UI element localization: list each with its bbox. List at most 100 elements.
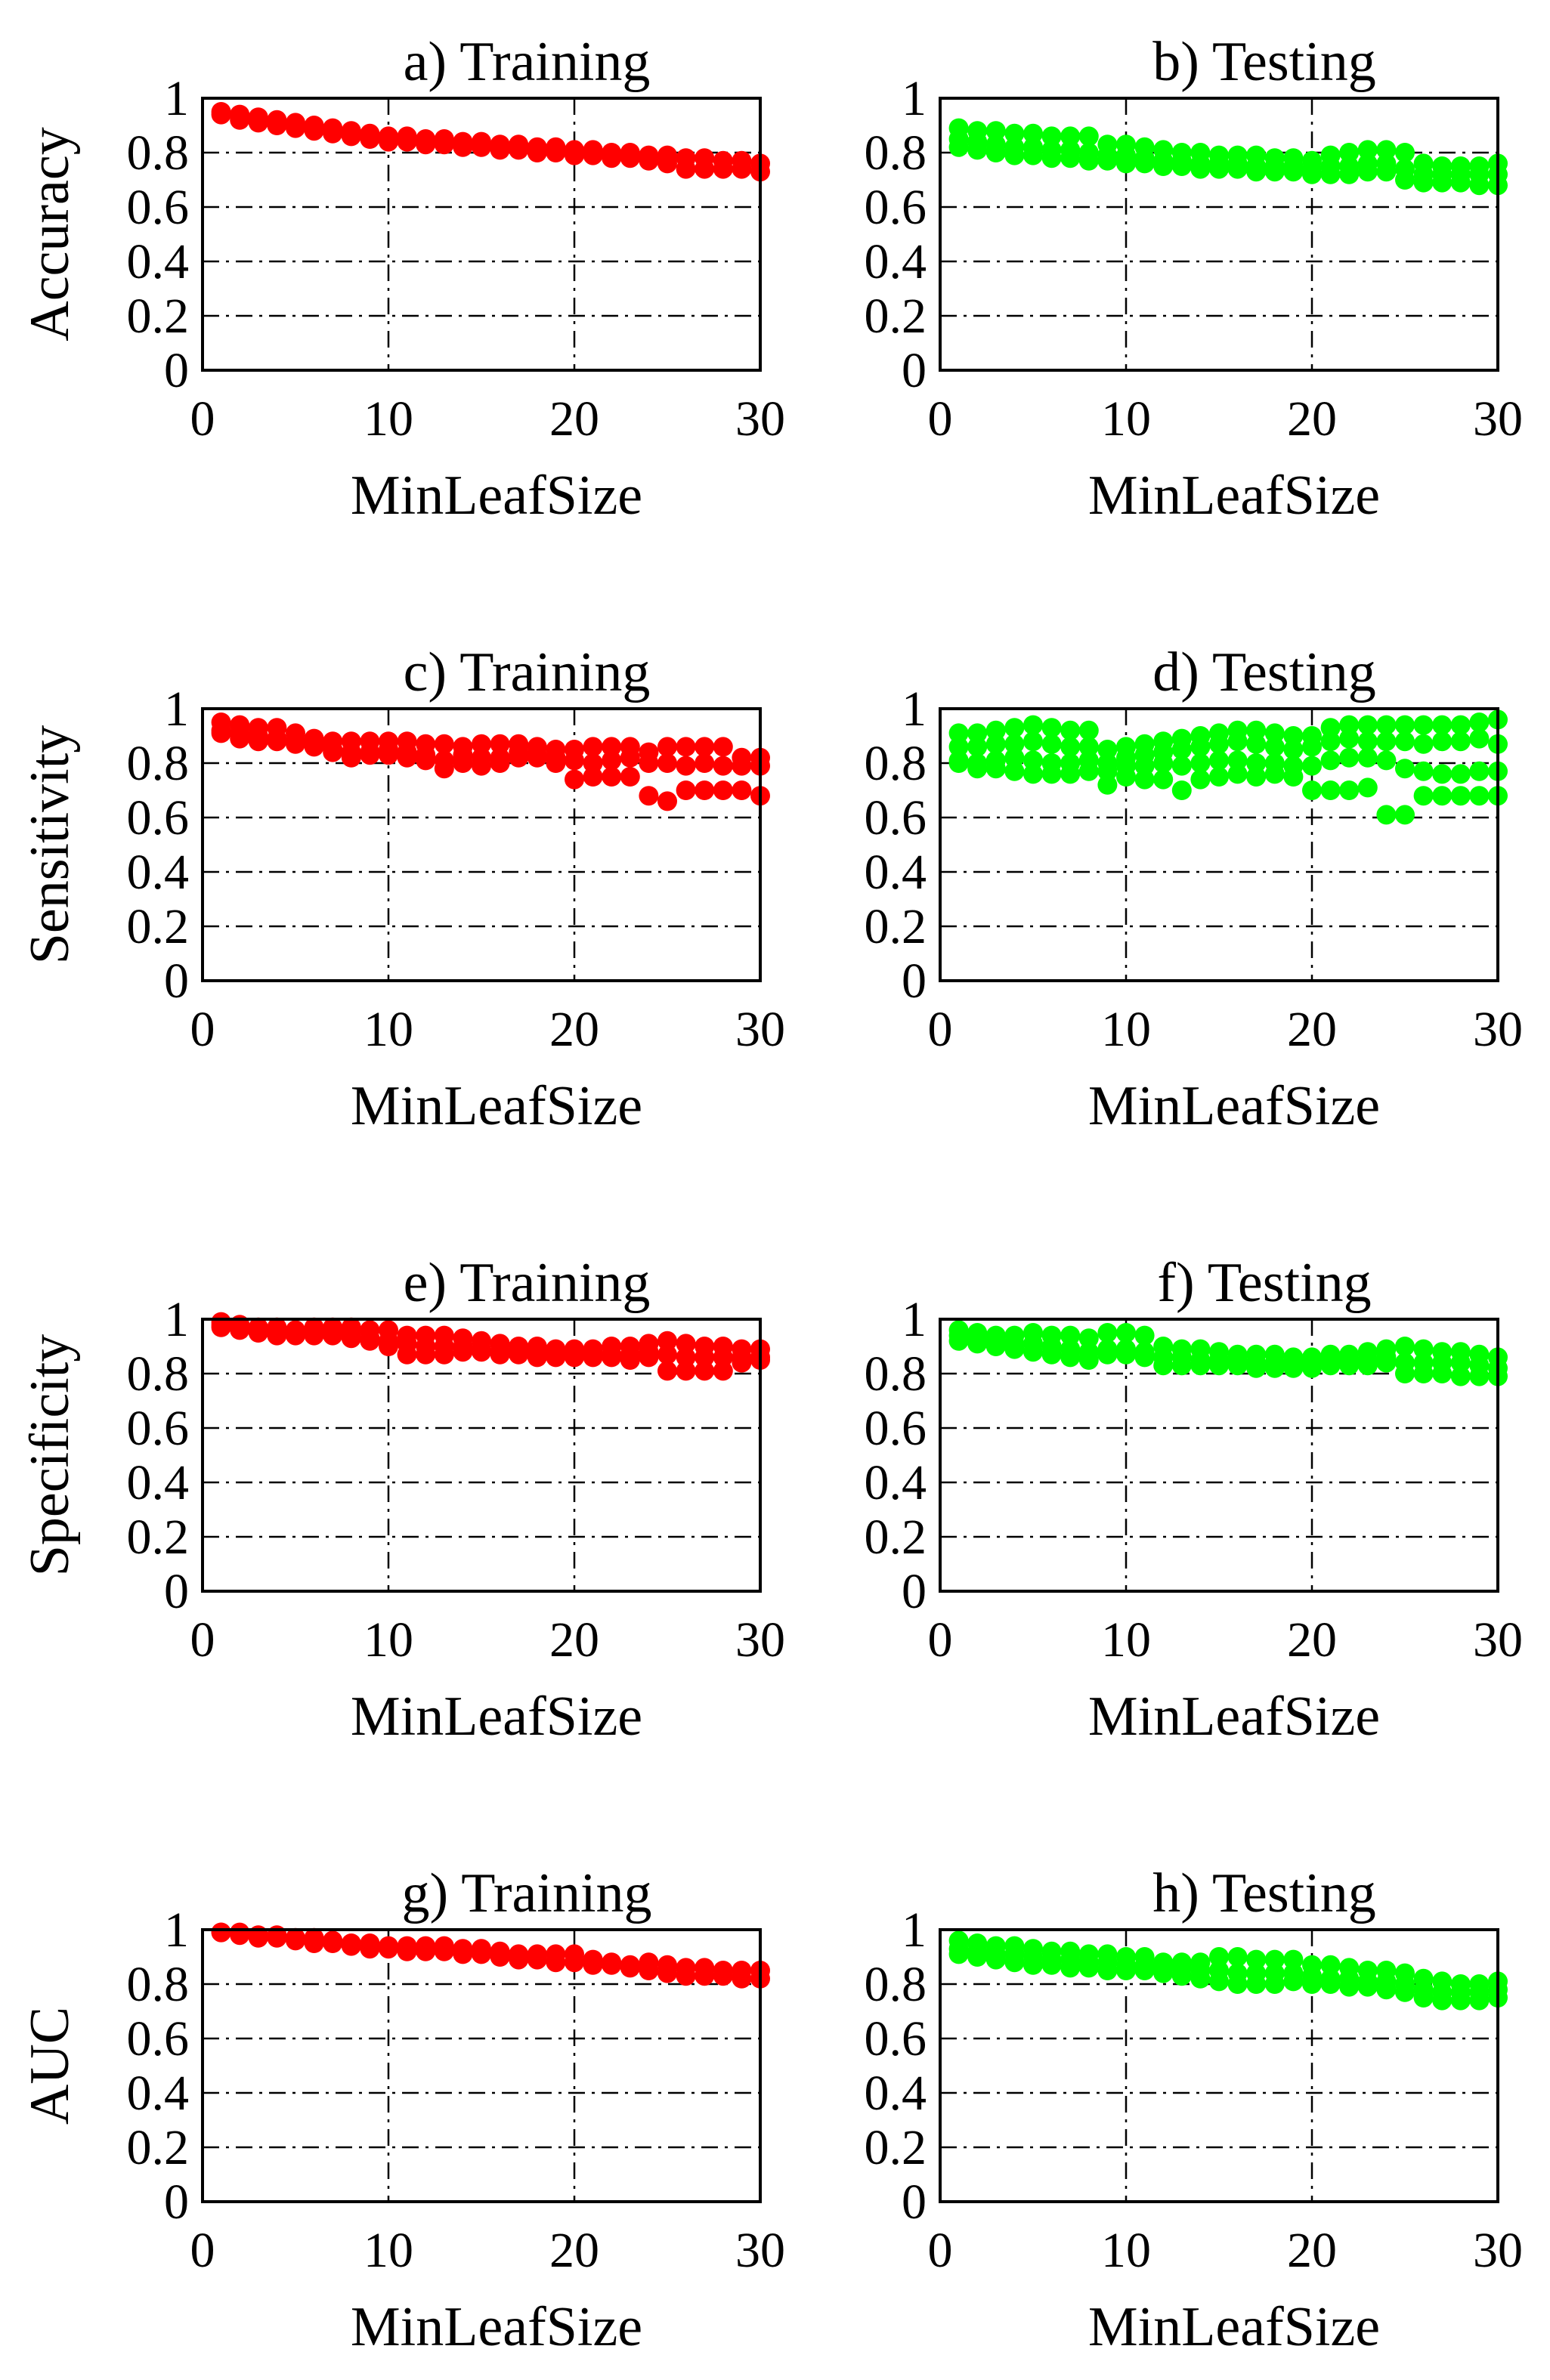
data-point (1302, 756, 1322, 776)
data-point (1302, 1358, 1322, 1378)
data-point (1357, 1977, 1378, 1997)
data-point (713, 159, 733, 179)
data-point (267, 1325, 287, 1346)
x-tick-label: 0 (190, 391, 215, 447)
data-point (1190, 753, 1211, 773)
data-point (1302, 164, 1322, 184)
data-point (1450, 731, 1471, 752)
data-point (985, 1337, 1006, 1356)
data-point (1227, 1355, 1248, 1376)
x-tick-label: 0 (190, 1612, 215, 1668)
data-point (583, 753, 603, 773)
data-point (639, 786, 659, 806)
y-tick-label: 0.4 (127, 845, 190, 900)
data-point (565, 769, 584, 790)
data-point (583, 767, 603, 787)
data-point (472, 1944, 491, 1964)
y-tick-label: 0.8 (865, 1346, 927, 1402)
data-point (1116, 1344, 1136, 1365)
data-point (1209, 1971, 1229, 1992)
x-tick-label: 30 (735, 1612, 785, 1668)
data-point (1097, 740, 1118, 759)
data-point (1450, 1366, 1471, 1386)
data-point (1060, 126, 1081, 147)
data-point (546, 753, 566, 773)
data-point (948, 137, 969, 157)
panel-f: 00.20.40.60.810 10 20 30f) TestingMinLeafSi… (865, 1252, 1524, 1748)
data-point (1357, 715, 1378, 735)
data-point (1041, 1955, 1062, 1975)
y-tick-label: 1 (902, 1292, 927, 1347)
data-point (416, 1344, 436, 1365)
data-point (341, 747, 361, 768)
data-point (1153, 156, 1174, 176)
data-point (1190, 769, 1211, 790)
data-point (1320, 780, 1341, 800)
data-point (323, 1325, 343, 1346)
data-point (1395, 1364, 1415, 1383)
data-point (948, 753, 969, 773)
data-point (1469, 786, 1490, 806)
data-point (546, 1347, 566, 1368)
data-point (1023, 123, 1043, 144)
data-point (1134, 1961, 1155, 1980)
data-point (1171, 740, 1192, 759)
data-point (286, 118, 305, 138)
y-tick-label: 0.8 (865, 1957, 927, 2012)
x-tick-label: 20 (1287, 1002, 1337, 1057)
x-tick-label: 20 (549, 2223, 599, 2278)
data-point (1283, 726, 1304, 746)
data-point (1116, 1961, 1136, 1980)
data-point (713, 756, 733, 776)
y-tick-label: 0.6 (127, 2011, 190, 2066)
data-point (1023, 750, 1043, 771)
data-point (583, 1955, 603, 1975)
data-point (1227, 1947, 1248, 1967)
data-point (1060, 1958, 1081, 1978)
data-point (713, 1347, 733, 1368)
x-tick-label: 20 (549, 1612, 599, 1668)
data-point (1283, 740, 1304, 759)
data-point (286, 1930, 305, 1951)
x-tick-label: 30 (735, 391, 785, 447)
data-point (732, 780, 752, 800)
data-point (472, 1342, 491, 1362)
panel-h: 00.20.40.60.810 10 20 30h) TestingMinLeafSi… (865, 1862, 1524, 2358)
data-point (985, 759, 1006, 779)
data-point (1041, 1344, 1062, 1365)
data-point (341, 126, 361, 147)
data-point (360, 1939, 380, 1959)
data-point (453, 753, 473, 773)
data-point (602, 737, 622, 757)
panel-e: 00.20.40.60.810 10 20 30e) TrainingMinLeafS… (19, 1252, 785, 1748)
data-point (1376, 162, 1397, 182)
data-point (1264, 737, 1285, 757)
data-point (1432, 715, 1453, 735)
data-point (1227, 764, 1248, 784)
data-point (713, 1361, 733, 1381)
panel-b: 00.20.40.60.810 10 20 30b) TestingMinLeafSi… (865, 31, 1524, 527)
data-point (248, 731, 268, 752)
data-point (434, 1344, 454, 1365)
data-point (1227, 731, 1248, 752)
data-point (1023, 715, 1043, 735)
data-point (1078, 1350, 1099, 1370)
data-point (1302, 780, 1322, 800)
data-point (1004, 123, 1025, 144)
data-point (490, 753, 510, 773)
data-point (1209, 159, 1229, 179)
y-tick-label: 0.4 (127, 1455, 190, 1510)
data-point (565, 145, 584, 165)
data-point (565, 1952, 584, 1973)
data-point (657, 737, 677, 757)
data-point (676, 780, 696, 800)
data-point (1450, 786, 1471, 806)
x-tick-label: 10 (1101, 391, 1151, 447)
y-tick-label: 0.6 (127, 180, 190, 235)
data-point (676, 1361, 696, 1381)
data-point (1413, 715, 1434, 735)
data-point (695, 1966, 715, 1986)
x-tick-label: 10 (1101, 2223, 1151, 2278)
y-tick-label: 0.4 (865, 1455, 927, 1510)
x-tick-label: 20 (1287, 1612, 1337, 1668)
